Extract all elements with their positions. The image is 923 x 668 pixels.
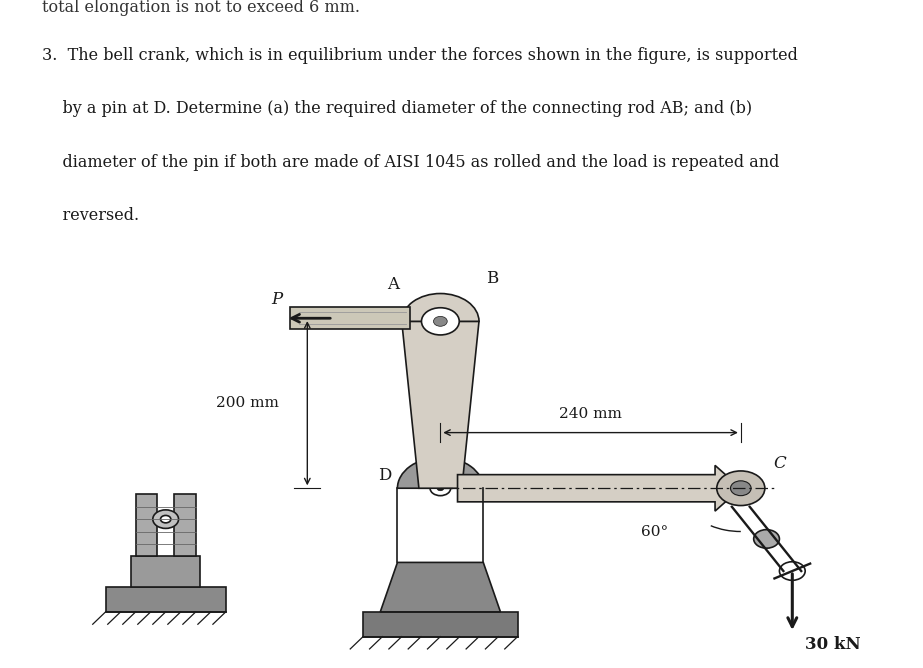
Polygon shape [363,612,518,637]
Text: 60°: 60° [641,524,668,538]
Circle shape [434,317,448,326]
Polygon shape [105,587,226,612]
Text: 3.  The bell crank, which is in equilibrium under the forces shown in the figure: 3. The bell crank, which is in equilibri… [42,47,797,63]
Polygon shape [402,321,479,488]
Circle shape [754,530,779,548]
Text: 30 kN: 30 kN [805,636,861,653]
Text: 240 mm: 240 mm [559,407,622,421]
Text: P: P [271,291,282,308]
Polygon shape [458,466,741,511]
Text: B: B [485,270,498,287]
Text: by a pin at D. Determine (a) the required diameter of the connecting rod AB; and: by a pin at D. Determine (a) the require… [42,100,751,117]
Circle shape [437,486,444,491]
Circle shape [422,308,460,335]
Polygon shape [380,562,500,612]
Text: C: C [773,455,785,472]
Wedge shape [398,458,484,488]
Circle shape [153,510,178,528]
Circle shape [430,481,450,496]
Circle shape [779,562,805,580]
Circle shape [161,516,171,523]
Text: A: A [387,276,399,293]
Text: D: D [378,468,391,484]
Text: 200 mm: 200 mm [216,396,279,410]
Text: diameter of the pin if both are made of AISI 1045 as rolled and the load is repe: diameter of the pin if both are made of … [42,154,779,170]
Polygon shape [290,307,411,329]
Polygon shape [136,494,157,556]
Polygon shape [174,494,196,556]
Text: reversed.: reversed. [42,207,138,224]
Polygon shape [131,556,200,587]
Circle shape [730,481,751,496]
Text: total elongation is not to exceed 6 mm.: total elongation is not to exceed 6 mm. [42,0,360,15]
Wedge shape [402,293,479,321]
Circle shape [717,471,765,506]
